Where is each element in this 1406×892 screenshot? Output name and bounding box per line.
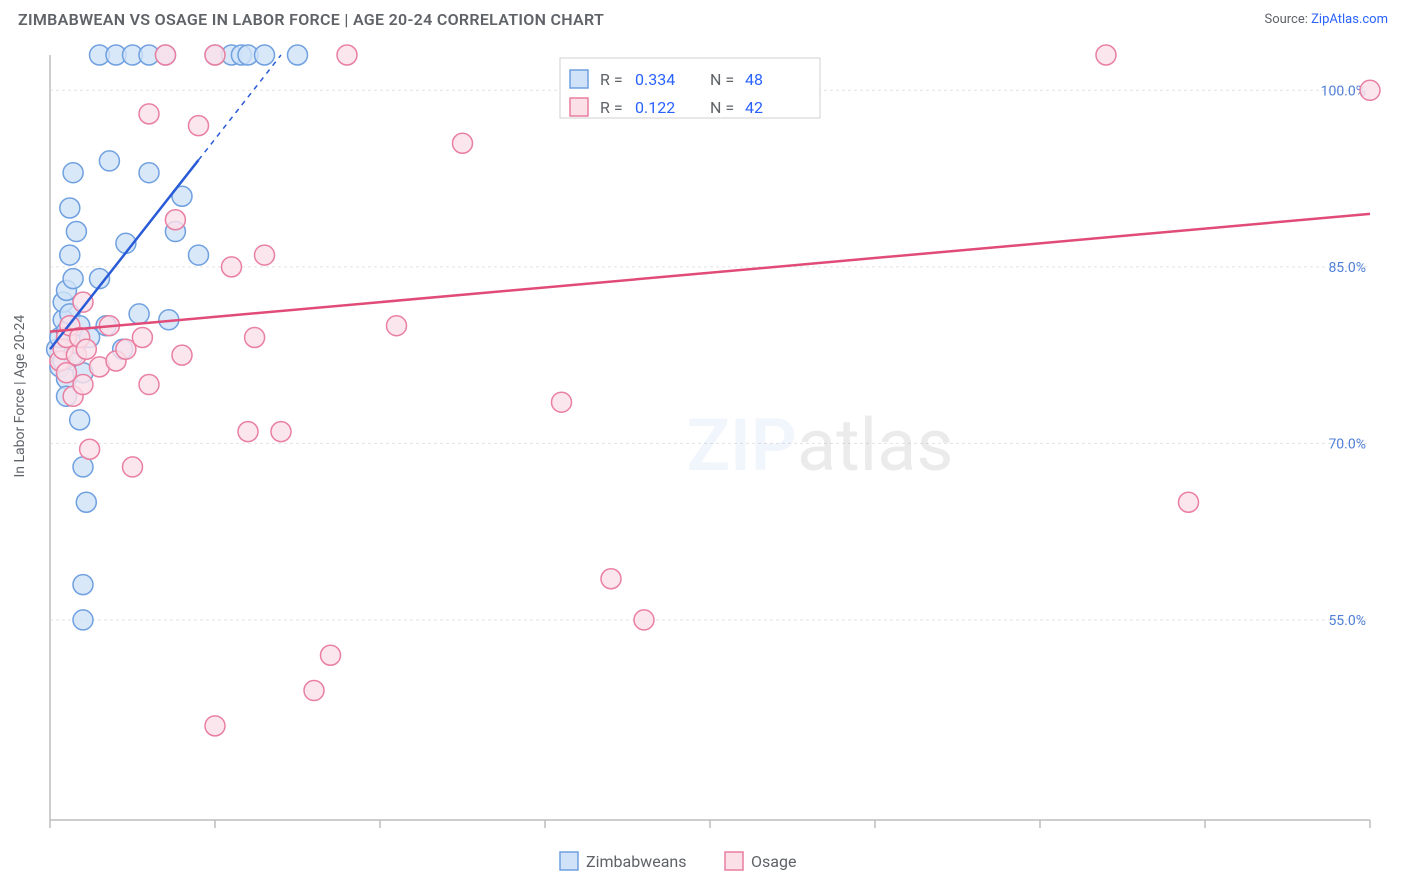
data-point — [73, 575, 93, 595]
legend-swatch — [570, 98, 588, 116]
legend-r-value: 0.122 — [635, 98, 675, 117]
y-tick-label: 55.0% — [1328, 613, 1366, 629]
source-prefix: Source: — [1264, 12, 1311, 27]
data-point — [1179, 492, 1199, 512]
data-point — [80, 439, 100, 459]
data-point — [165, 210, 185, 230]
chart-header: ZIMBABWEAN VS OSAGE IN LABOR FORCE | AGE… — [0, 0, 1406, 40]
data-point — [123, 457, 143, 477]
data-point — [189, 245, 209, 265]
data-point — [288, 45, 308, 65]
legend-n-value: 42 — [745, 98, 763, 117]
data-point — [321, 645, 341, 665]
data-point — [304, 681, 324, 701]
data-point — [255, 45, 275, 65]
data-point — [63, 163, 83, 183]
data-point — [139, 163, 159, 183]
stats-legend — [560, 58, 820, 118]
data-point — [60, 245, 80, 265]
legend-n-value: 48 — [745, 70, 763, 89]
series-legend-swatch — [725, 852, 743, 870]
correlation-scatter-chart: 55.0% 70.0% 85.0% 100.0% ZIPatlas In Labor Fo… — [0, 40, 1406, 892]
data-point — [271, 422, 291, 442]
data-point — [1360, 80, 1380, 100]
legend-r-value: 0.334 — [635, 70, 675, 89]
chart-title: ZIMBABWEAN VS OSAGE IN LABOR FORCE | AGE… — [18, 10, 604, 29]
data-point — [552, 392, 572, 412]
data-point — [238, 422, 258, 442]
y-tick-label: 70.0% — [1328, 436, 1366, 452]
data-point — [172, 345, 192, 365]
legend-r-label: R = — [600, 98, 623, 117]
data-point — [73, 610, 93, 630]
y-tick-label: 100.0% — [1321, 83, 1366, 99]
trend-line-dashed — [199, 55, 282, 160]
data-point — [63, 269, 83, 289]
data-point — [156, 45, 176, 65]
legend-n-label: N = — [710, 98, 734, 117]
series-legend-swatch — [560, 852, 578, 870]
chart-area: 55.0% 70.0% 85.0% 100.0% ZIPatlas In Labor Fo… — [0, 40, 1406, 892]
trend-line — [50, 214, 1370, 332]
data-point — [73, 375, 93, 395]
data-point — [222, 257, 242, 277]
legend-r-label: R = — [600, 70, 623, 89]
data-point — [132, 327, 152, 347]
series-legend-label: Osage — [751, 852, 796, 871]
data-point — [205, 45, 225, 65]
data-point — [634, 610, 654, 630]
series-legend-label: Zimbabweans — [586, 852, 686, 871]
data-point — [205, 716, 225, 736]
data-point — [189, 116, 209, 136]
data-point — [1096, 45, 1116, 65]
data-point — [255, 245, 275, 265]
data-point — [453, 133, 473, 153]
data-point — [139, 104, 159, 124]
legend-swatch — [570, 70, 588, 88]
y-tick-label: 85.0% — [1328, 260, 1366, 276]
data-point — [139, 375, 159, 395]
watermark: ZIPatlas — [686, 403, 953, 488]
data-point — [66, 222, 86, 242]
data-point — [76, 339, 96, 359]
data-point — [387, 316, 407, 336]
y-axis-label: In Labor Force | Age 20-24 — [12, 315, 28, 478]
data-point — [337, 45, 357, 65]
data-point — [245, 327, 265, 347]
chart-source: Source: ZipAtlas.com — [1264, 12, 1388, 27]
data-point — [70, 410, 90, 430]
legend-n-label: N = — [710, 70, 734, 89]
data-point — [60, 198, 80, 218]
data-point — [76, 492, 96, 512]
data-point — [129, 304, 149, 324]
source-link[interactable]: ZipAtlas.com — [1311, 12, 1388, 27]
data-point — [601, 569, 621, 589]
data-point — [99, 151, 119, 171]
